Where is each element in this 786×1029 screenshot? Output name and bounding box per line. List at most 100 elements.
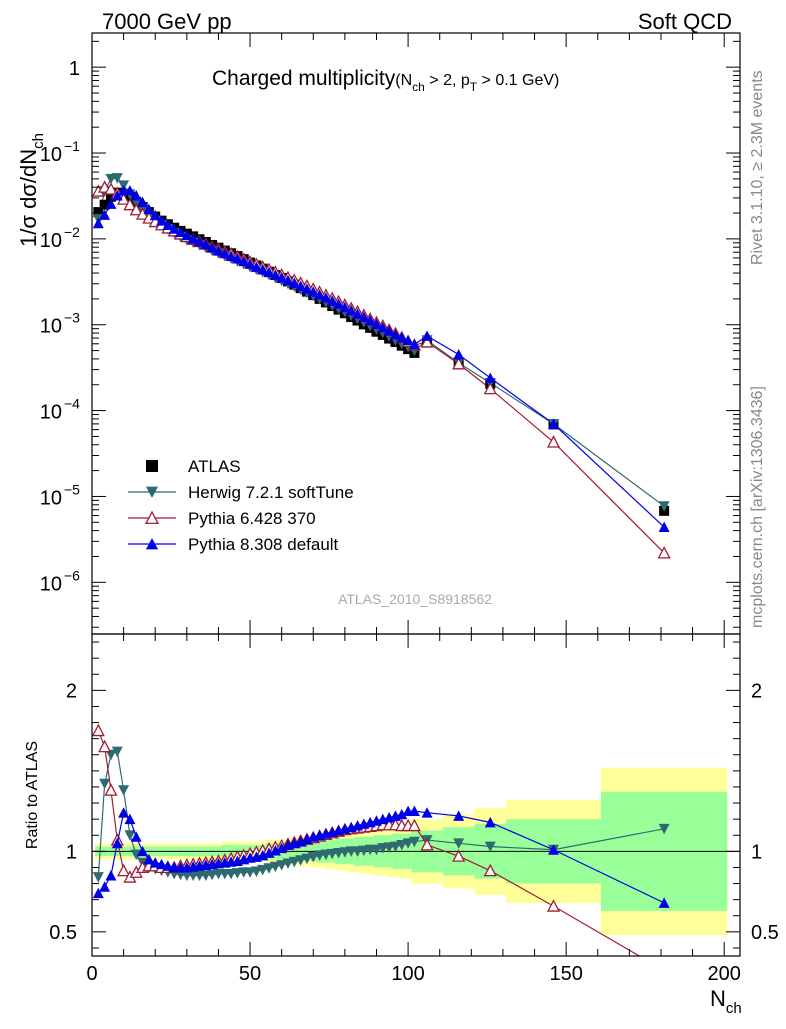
data-point xyxy=(137,845,149,857)
legend-label: Pythia 6.428 370 xyxy=(188,509,316,528)
x-tick-label: 150 xyxy=(549,963,582,985)
data-point xyxy=(352,308,364,319)
y-tick-label: 10 −6 xyxy=(40,567,80,595)
data-point xyxy=(453,810,465,821)
data-point xyxy=(212,245,224,256)
data-point xyxy=(370,844,382,856)
y-tick-label: 10 −4 xyxy=(40,396,80,424)
data-point xyxy=(314,289,326,300)
data-point xyxy=(420,335,434,348)
ratio-y-tick-label: 0.5 xyxy=(49,922,77,944)
data-point xyxy=(225,250,237,262)
data-point xyxy=(263,863,275,874)
data-point xyxy=(402,334,414,346)
data-point xyxy=(146,538,158,550)
header-left: 7000 GeV pp xyxy=(102,9,232,34)
data-point xyxy=(143,853,155,865)
data-point xyxy=(484,841,496,853)
data-point xyxy=(326,295,338,306)
data-point xyxy=(453,349,465,360)
data-point xyxy=(118,785,130,796)
data-point xyxy=(288,277,300,288)
data-point xyxy=(168,223,180,234)
data-point xyxy=(99,778,111,790)
data-point xyxy=(421,330,433,341)
data-point xyxy=(146,460,158,472)
data-point xyxy=(92,723,105,737)
data-point xyxy=(421,807,433,818)
data-point xyxy=(111,173,123,184)
x-tick-label: 100 xyxy=(391,963,424,985)
data-point xyxy=(383,325,395,336)
ratio-y-tick-label-right: 0.5 xyxy=(751,922,779,944)
legend-label: ATLAS xyxy=(188,457,241,476)
data-point xyxy=(408,805,420,817)
data-point xyxy=(146,486,158,498)
data-point xyxy=(149,209,161,221)
data-point xyxy=(156,215,168,226)
data-point xyxy=(546,899,561,912)
data-point xyxy=(117,863,131,877)
data-point xyxy=(358,311,370,322)
data-point xyxy=(282,858,294,869)
axes-layer: 1 10 −1 10 −2 10 −3 10 −4 10 −5 10 −6 0 50 100 150 200 0.5… xyxy=(40,32,779,985)
data-point xyxy=(263,266,275,278)
data-point xyxy=(364,315,376,326)
data-point xyxy=(301,853,313,865)
main-ylabel: 1/σ dσ/dNch xyxy=(16,133,47,247)
data-point xyxy=(408,836,420,848)
chart-title: Charged multiplicity(Nch > 2, pT > 0.1 G… xyxy=(212,67,559,94)
data-point xyxy=(276,860,288,871)
data-point xyxy=(282,274,294,286)
data-point xyxy=(339,301,351,313)
data-point xyxy=(238,255,250,267)
data-point xyxy=(111,837,123,849)
data-point xyxy=(295,280,307,291)
ratio-y-tick-label-right: 2 xyxy=(751,680,762,702)
data-point xyxy=(420,838,434,851)
ratio-y-tick-label: 2 xyxy=(66,680,77,702)
data-point xyxy=(99,881,111,892)
data-point xyxy=(396,332,408,343)
y-tick-label: 10 −5 xyxy=(40,481,80,509)
ratio-series-layer xyxy=(92,723,670,975)
data-point xyxy=(659,965,670,975)
data-point xyxy=(389,328,401,340)
legend: ATLAS Herwig 7.2.1 softTune Pythia 6.428 3… xyxy=(128,457,354,554)
ratio-y-tick-label: 1 xyxy=(66,841,77,863)
data-point xyxy=(219,247,231,259)
data-point xyxy=(130,849,142,861)
data-point xyxy=(484,372,496,383)
data-point xyxy=(124,185,136,196)
ratio-y-tick-label-right: 1 xyxy=(751,841,762,863)
data-point xyxy=(105,198,117,209)
data-point xyxy=(333,298,345,309)
data-point xyxy=(123,197,137,211)
data-point xyxy=(144,510,160,525)
y-tick-label: 10 −2 xyxy=(40,224,80,252)
data-point xyxy=(389,841,401,853)
analysis-watermark: ATLAS_2010_S8918562 xyxy=(338,591,492,607)
data-point xyxy=(276,271,288,283)
data-point xyxy=(99,209,111,220)
ratio-ylabel: Ratio to ATLAS xyxy=(24,741,41,849)
data-point xyxy=(130,831,142,842)
data-point xyxy=(92,887,104,899)
data-point xyxy=(452,849,466,862)
data-point xyxy=(244,258,256,269)
data-point xyxy=(124,813,136,825)
data-point xyxy=(483,381,497,395)
data-point xyxy=(396,808,408,820)
data-point xyxy=(200,239,212,250)
legend-label: Herwig 7.2.1 softTune xyxy=(188,483,354,502)
data-point xyxy=(402,838,414,849)
data-point xyxy=(295,855,307,866)
data-point xyxy=(104,182,118,195)
data-point xyxy=(548,418,560,429)
data-point xyxy=(257,263,269,275)
data-point xyxy=(162,860,174,871)
y-tick-label: 10 −3 xyxy=(40,310,80,338)
ratio-frame xyxy=(91,633,741,957)
data-point xyxy=(658,521,670,533)
